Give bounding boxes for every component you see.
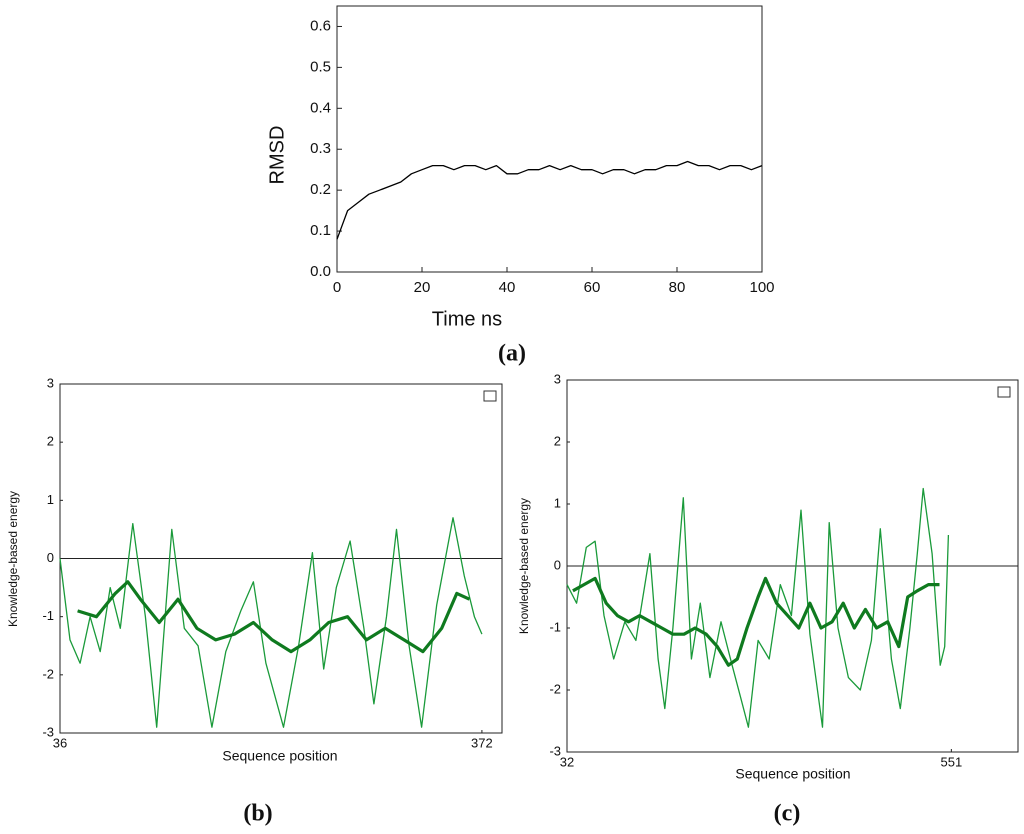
- x-tick-label: 100: [749, 279, 774, 296]
- data-line: [572, 576, 940, 667]
- data-line: [566, 487, 950, 728]
- x-axis-label: Time ns: [432, 308, 502, 330]
- y-tick-label: 0.2: [310, 181, 331, 198]
- data-line: [77, 580, 471, 654]
- y-tick-label: 0.1: [310, 222, 331, 239]
- x-tick-label: 60: [584, 279, 601, 296]
- y-tick-label: 0.5: [310, 58, 331, 75]
- y-tick-label: -2: [549, 681, 561, 696]
- legend-box: [483, 390, 497, 402]
- x-tick-label: 551: [940, 754, 962, 769]
- caption: (c): [774, 801, 801, 827]
- caption: (b): [243, 801, 272, 827]
- x-tick-label: 0: [333, 279, 341, 296]
- legend-box: [997, 386, 1011, 398]
- data-line: [336, 160, 763, 240]
- y-tick-label: 3: [554, 371, 561, 386]
- y-tick-label: 2: [554, 433, 561, 448]
- y-tick-label: -3: [42, 724, 54, 739]
- y-tick-label: 1: [47, 492, 54, 507]
- y-axis-label: Knowledge-based energy: [517, 498, 531, 634]
- y-tick-label: 0.6: [310, 17, 331, 34]
- y-tick-label: 0.3: [310, 140, 331, 157]
- y-tick-label: 0: [554, 557, 561, 572]
- data-line: [59, 517, 483, 728]
- x-tick-label: 80: [669, 279, 686, 296]
- y-tick-label: -3: [549, 743, 561, 758]
- y-tick-label: 3: [47, 375, 54, 390]
- y-tick-label: 2: [47, 434, 54, 449]
- y-tick-label: -1: [549, 619, 561, 634]
- x-tick-label: 372: [471, 735, 493, 750]
- x-tick-label: 40: [499, 279, 516, 296]
- y-axis-label: Knowledge-based energy: [6, 491, 20, 627]
- x-tick-label: 20: [414, 279, 431, 296]
- x-tick-label: 32: [560, 754, 574, 769]
- caption: (a): [498, 341, 526, 367]
- plot-frame: [336, 5, 763, 273]
- y-tick-label: 0.0: [310, 263, 331, 280]
- y-tick-label: 1: [554, 495, 561, 510]
- x-axis-label: Sequence position: [735, 766, 850, 782]
- y-axis-label: RMSD: [266, 126, 288, 185]
- y-tick-label: -2: [42, 666, 54, 681]
- y-tick-label: 0.4: [310, 99, 331, 116]
- x-tick-label: 36: [53, 735, 67, 750]
- y-tick-label: -1: [42, 608, 54, 623]
- y-tick-label: 0: [47, 550, 54, 565]
- x-axis-label: Sequence position: [222, 748, 337, 764]
